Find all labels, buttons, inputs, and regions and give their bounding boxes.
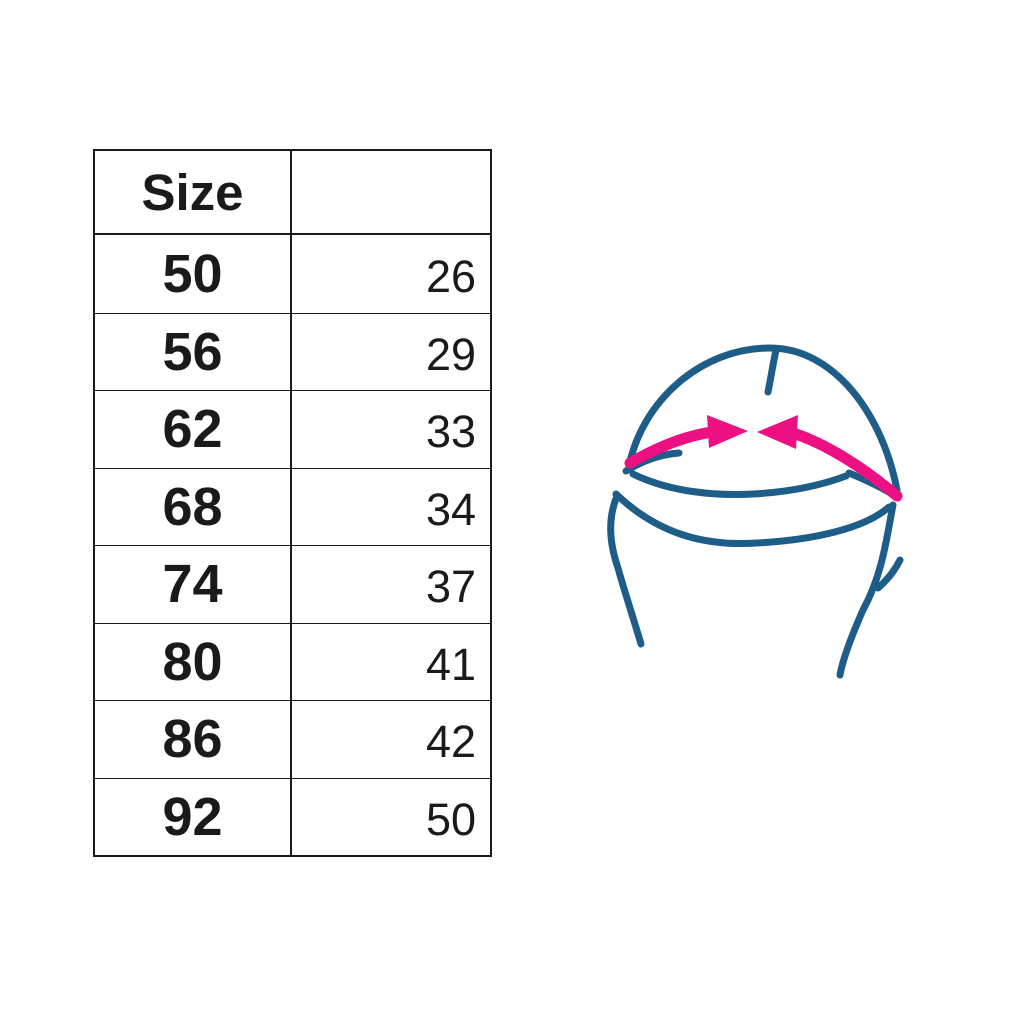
hat-seam-line (764, 346, 780, 396)
table-row: 92 50 (95, 777, 490, 855)
table-header-row: Size (95, 151, 490, 235)
size-cell: 50 (95, 235, 292, 313)
size-cell: 92 (95, 778, 292, 855)
hat-left-tie (607, 492, 645, 648)
measure-arrow-right-head (757, 415, 798, 449)
table-row: 86 42 (95, 700, 490, 778)
size-cell: 62 (95, 391, 292, 468)
size-table: Size 50 26 56 29 62 33 68 34 74 37 80 41… (93, 149, 492, 857)
hat-band-top-edge (629, 470, 850, 498)
hat-band-bottom-edge (612, 490, 893, 548)
table-row: 50 26 (95, 235, 490, 313)
value-cell: 29 (425, 328, 476, 380)
size-cell: 68 (95, 468, 292, 545)
value-cell: 50 (425, 793, 476, 845)
value-column-header (292, 151, 490, 233)
hat-crown-outline (625, 344, 901, 494)
value-cell: 37 (425, 561, 476, 613)
table-row: 74 37 (95, 545, 490, 623)
size-column-header: Size (95, 151, 292, 233)
value-cell: 33 (425, 406, 476, 458)
table-row: 62 33 (95, 390, 490, 468)
hat-right-fold-line (874, 556, 904, 592)
size-cell: 74 (95, 546, 292, 623)
hat-right-tie (836, 501, 897, 679)
measure-arrow-right-shaft (790, 428, 903, 502)
size-cell: 86 (95, 701, 292, 778)
size-cell: 80 (95, 623, 292, 700)
value-cell: 26 (425, 250, 476, 302)
value-cell: 34 (425, 483, 476, 535)
value-cell: 42 (425, 716, 476, 768)
value-cell: 41 (425, 638, 476, 690)
baby-hat-illustration (607, 344, 904, 679)
measure-arrow-left-head (707, 415, 748, 448)
table-row: 56 29 (95, 312, 490, 390)
table-row: 68 34 (95, 467, 490, 545)
table-row: 80 41 (95, 622, 490, 700)
measure-arrow-left-shaft (624, 426, 718, 469)
size-cell: 56 (95, 313, 292, 390)
